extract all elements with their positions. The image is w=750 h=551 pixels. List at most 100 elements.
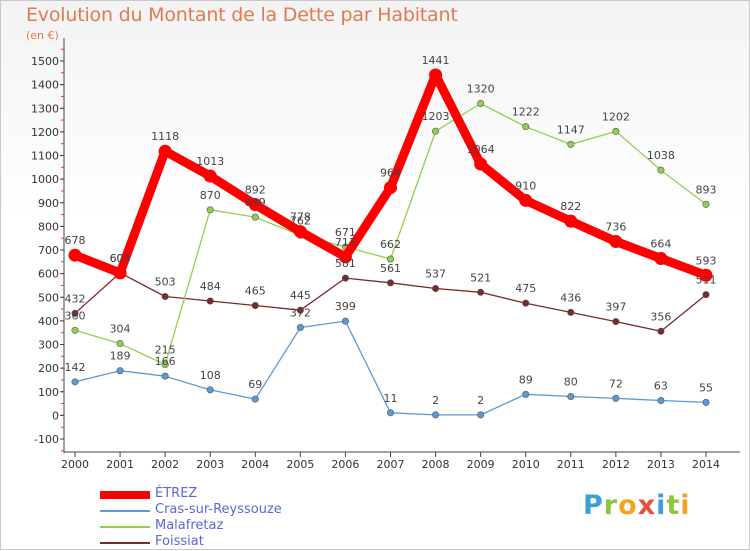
data-label: 893 (696, 183, 717, 196)
data-label: 445 (290, 289, 311, 302)
x-tick-label: 2002 (151, 458, 179, 471)
data-point (564, 214, 578, 228)
data-point (68, 248, 82, 262)
data-point (206, 386, 214, 394)
data-label: 964 (380, 167, 401, 180)
data-label: 839 (245, 196, 266, 209)
data-label: 1118 (151, 130, 179, 143)
data-point (386, 255, 394, 263)
data-label: 1320 (467, 83, 495, 96)
data-label: 1202 (602, 110, 630, 123)
x-tick-label: 2006 (331, 458, 359, 471)
data-label: 1064 (467, 143, 495, 156)
logo-letter: i (656, 490, 667, 521)
data-label: 603 (110, 252, 131, 265)
data-point (116, 340, 124, 348)
data-label: 484 (200, 280, 221, 293)
data-label: 55 (699, 381, 713, 394)
legend-item: Cras-sur-Reyssouze (100, 502, 420, 519)
legend-label: Malafretaz (155, 518, 224, 533)
proxiti-logo: Proxiti (583, 490, 691, 521)
data-point (612, 394, 620, 402)
data-label: 1222 (512, 106, 540, 119)
data-point (341, 317, 349, 325)
data-point (477, 100, 485, 108)
data-label: 2 (432, 394, 439, 407)
legend-label: ÉTREZ (155, 486, 198, 501)
legend-swatch (100, 491, 150, 499)
y-tick-label: 300 (38, 339, 59, 352)
data-point (657, 396, 665, 404)
data-point (341, 274, 349, 282)
data-point (386, 279, 394, 287)
data-label: 892 (245, 184, 266, 197)
chart-title: Evolution du Montant de la Dette par Hab… (26, 4, 458, 26)
data-point (657, 166, 665, 174)
data-label: 108 (200, 369, 221, 382)
data-label: 166 (155, 355, 176, 368)
data-point (432, 411, 440, 419)
data-point (71, 378, 79, 386)
data-label: 1038 (647, 149, 675, 162)
data-label: 436 (560, 291, 581, 304)
legend-label: Cras-sur-Reyssouze (155, 502, 282, 517)
legend-label: Foissiat (155, 534, 204, 549)
data-point (116, 367, 124, 375)
data-point (519, 193, 533, 207)
data-label: 80 (564, 375, 578, 388)
data-label: 356 (650, 310, 671, 323)
data-label: 762 (290, 214, 311, 227)
data-point (251, 395, 259, 403)
data-label: 561 (380, 262, 401, 275)
data-label: 910 (515, 179, 536, 192)
y-tick-label: 1300 (31, 102, 59, 115)
data-label: 215 (155, 344, 176, 357)
data-point (338, 250, 352, 264)
data-point (567, 308, 575, 316)
data-point (522, 123, 530, 131)
data-point (699, 268, 713, 282)
data-label: 503 (155, 276, 176, 289)
y-tick-label: 1500 (31, 55, 59, 68)
data-label: 678 (65, 234, 86, 247)
data-label: 778 (290, 211, 311, 224)
legend-swatch (100, 542, 150, 544)
y-tick-label: 1100 (31, 150, 59, 163)
data-label: 521 (470, 271, 491, 284)
logo-letter: o (618, 490, 638, 521)
data-label: 1441 (422, 54, 450, 67)
x-tick-label: 2000 (61, 458, 89, 471)
data-label: 736 (605, 220, 626, 233)
y-tick-label: 0 (52, 409, 59, 422)
data-point (657, 327, 665, 335)
data-point (522, 390, 530, 398)
data-label: 465 (245, 285, 266, 298)
data-point (429, 68, 443, 82)
data-point (161, 372, 169, 380)
y-tick-label: 200 (38, 362, 59, 375)
data-label: 142 (65, 361, 86, 374)
data-label: 11 (384, 392, 398, 405)
data-point (203, 169, 217, 183)
data-point (702, 291, 710, 299)
logo-letter: P (583, 490, 604, 521)
data-label: 189 (110, 350, 131, 363)
data-label: 1147 (557, 123, 585, 136)
data-point (161, 293, 169, 301)
data-point (567, 140, 575, 148)
data-point (477, 288, 485, 296)
chart-subtitle: (en €) (26, 29, 59, 42)
y-tick-label: 400 (38, 315, 59, 328)
x-tick-label: 2008 (422, 458, 450, 471)
data-label: 399 (335, 300, 356, 313)
data-label: 2 (477, 394, 484, 407)
data-point (654, 252, 668, 266)
data-label: 360 (65, 309, 86, 322)
data-label: 1013 (196, 155, 224, 168)
data-label: 372 (290, 306, 311, 319)
data-label: 397 (605, 301, 626, 314)
data-label: 432 (65, 292, 86, 305)
legend-swatch (100, 510, 150, 512)
data-point (612, 127, 620, 135)
y-tick-label: 1400 (31, 79, 59, 92)
